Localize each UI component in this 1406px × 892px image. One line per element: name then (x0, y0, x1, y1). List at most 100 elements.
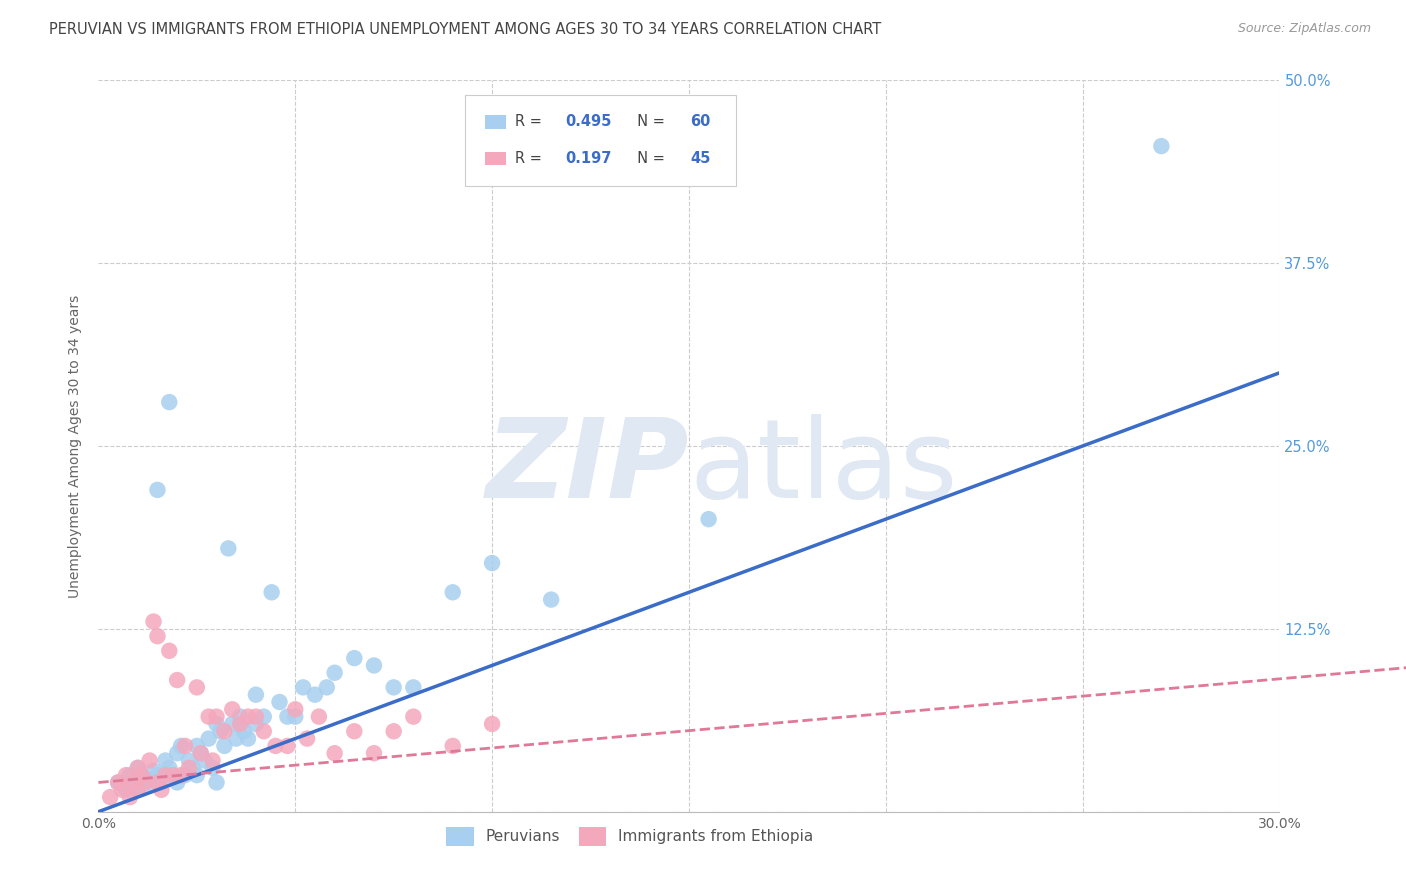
Point (343, 724, 366, 739)
Point (186, 681, 208, 695)
Point (323, 746, 346, 760)
Point (127, 761, 149, 775)
Point (205, 709, 228, 723)
Point (276, 709, 298, 723)
Point (540, 592, 562, 607)
Point (363, 746, 385, 760)
Point (157, 761, 180, 775)
Point (166, 673, 188, 687)
Point (115, 768, 138, 782)
Point (166, 775, 188, 789)
Legend: Peruvians, Immigrants from Ethiopia: Peruvians, Immigrants from Ethiopia (440, 821, 820, 852)
Point (284, 702, 307, 716)
Point (697, 512, 720, 526)
Point (197, 709, 219, 723)
Point (166, 746, 188, 760)
Point (221, 717, 243, 731)
Point (138, 778, 160, 792)
FancyBboxPatch shape (485, 115, 506, 128)
Point (138, 754, 160, 768)
Point (118, 790, 141, 805)
Point (146, 483, 169, 497)
Text: R =: R = (516, 151, 551, 166)
Point (146, 629, 169, 643)
Point (190, 746, 212, 760)
Point (441, 739, 464, 753)
Point (174, 739, 197, 753)
Point (150, 775, 173, 789)
Point (209, 724, 232, 739)
Point (157, 644, 180, 658)
Point (402, 681, 425, 695)
Point (315, 681, 337, 695)
Text: PERUVIAN VS IMMIGRANTS FROM ETHIOPIA UNEMPLOYMENT AMONG AGES 30 TO 34 YEARS CORR: PERUVIAN VS IMMIGRANTS FROM ETHIOPIA UNE… (49, 22, 882, 37)
Point (181, 761, 204, 775)
Point (245, 688, 267, 702)
Text: N =: N = (627, 151, 669, 166)
Point (190, 746, 212, 760)
Point (441, 585, 464, 599)
Point (382, 724, 405, 739)
Point (146, 768, 169, 782)
Point (157, 395, 180, 409)
Y-axis label: Unemployment Among Ages 30 to 34 years: Unemployment Among Ages 30 to 34 years (69, 294, 83, 598)
Point (214, 739, 236, 753)
Point (225, 731, 247, 746)
Point (308, 709, 330, 723)
Text: ZIP: ZIP (485, 415, 689, 522)
Point (142, 615, 165, 629)
Point (269, 695, 291, 709)
Point (363, 658, 385, 673)
Point (253, 724, 276, 739)
Point (127, 782, 149, 797)
Point (205, 717, 228, 731)
Text: 0.197: 0.197 (565, 151, 612, 166)
Point (107, 775, 129, 789)
Point (150, 782, 173, 797)
Point (131, 768, 153, 782)
Point (236, 731, 259, 746)
Point (118, 768, 141, 782)
Point (214, 724, 236, 739)
Point (146, 775, 169, 789)
Point (197, 731, 219, 746)
Point (155, 754, 177, 768)
FancyBboxPatch shape (485, 152, 506, 165)
Point (201, 761, 224, 775)
Point (245, 709, 267, 723)
Point (276, 739, 298, 753)
Text: Source: ZipAtlas.com: Source: ZipAtlas.com (1237, 22, 1371, 36)
Point (260, 585, 283, 599)
Point (122, 778, 145, 792)
Point (122, 775, 145, 789)
Point (142, 764, 165, 778)
Point (177, 754, 200, 768)
Point (323, 665, 346, 680)
Point (111, 782, 134, 797)
Point (162, 768, 184, 782)
Point (284, 709, 307, 723)
Point (382, 681, 405, 695)
Point (131, 768, 153, 782)
Point (127, 782, 149, 797)
Point (481, 717, 503, 731)
Point (253, 709, 276, 723)
Point (186, 739, 208, 753)
FancyBboxPatch shape (464, 95, 737, 186)
Point (1150, 139, 1173, 153)
Point (135, 772, 157, 787)
Point (194, 754, 217, 768)
Point (221, 702, 243, 716)
Point (229, 709, 252, 723)
Point (233, 724, 256, 739)
Point (343, 651, 366, 665)
Point (127, 761, 149, 775)
Text: atlas: atlas (689, 415, 957, 522)
Point (402, 709, 425, 723)
Point (127, 775, 149, 789)
Point (177, 761, 200, 775)
Point (295, 731, 318, 746)
Point (115, 782, 138, 797)
Point (201, 754, 224, 768)
Point (229, 717, 252, 731)
